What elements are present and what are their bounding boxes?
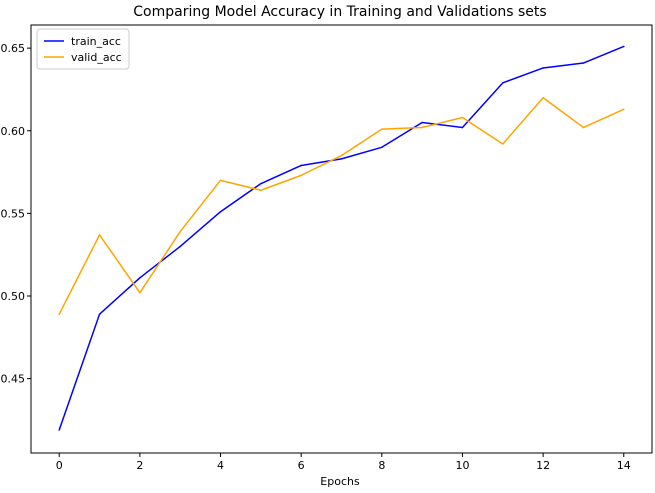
- x-tick-label: 6: [298, 459, 305, 472]
- x-tick-label: 2: [136, 459, 143, 472]
- x-tick-label: 0: [56, 459, 63, 472]
- data-point-train_acc: [542, 67, 544, 69]
- data-point-valid_acc: [58, 313, 60, 315]
- data-point-train_acc: [139, 277, 141, 279]
- data-point-valid_acc: [381, 128, 383, 130]
- y-tick-label: 0.50: [1, 290, 26, 303]
- data-point-valid_acc: [502, 143, 504, 145]
- data-point-train_acc: [461, 126, 464, 129]
- y-tick-label: 0.65: [1, 42, 26, 55]
- data-point-train_acc: [98, 313, 101, 315]
- x-tick-label: 8: [378, 459, 385, 472]
- x-tick-label: 14: [617, 459, 631, 472]
- plot-area: 0 2 4 6 8 10 12 14 0.45 0.50 0.55 0.60 0.65 train_acc…: [1, 24, 653, 472]
- legend-label-valid_acc: valid_acc: [71, 51, 122, 64]
- x-tick-label: 10: [455, 459, 469, 472]
- data-point-valid_acc: [260, 189, 262, 191]
- data-point-valid_acc: [139, 291, 141, 294]
- data-point-train_acc: [381, 146, 383, 149]
- data-point-train_acc: [179, 245, 181, 248]
- data-point-train_acc: [260, 182, 262, 185]
- data-point-train_acc: [623, 45, 625, 48]
- x-axis-label: Epochs: [320, 475, 360, 488]
- y-tick-label: 0.55: [1, 207, 26, 220]
- plot-frame: [30, 24, 653, 454]
- legend-label-train_acc: train_acc: [71, 35, 121, 48]
- y-tick-label: 0.45: [1, 373, 26, 386]
- data-point-valid_acc: [582, 126, 585, 129]
- data-point-valid_acc: [98, 234, 101, 236]
- legend-box: [36, 28, 130, 70]
- data-point-train_acc: [582, 62, 585, 64]
- data-point-valid_acc: [623, 108, 625, 111]
- data-point-train_acc: [421, 121, 423, 124]
- chart-title: Comparing Model Accuracy in Training and…: [133, 4, 546, 20]
- data-point-valid_acc: [542, 96, 544, 99]
- data-point-valid_acc: [219, 179, 222, 182]
- data-point-valid_acc: [300, 174, 302, 177]
- x-tick-label: 4: [217, 459, 224, 472]
- data-point-train_acc: [300, 164, 302, 167]
- data-point-valid_acc: [179, 230, 181, 233]
- data-point-train_acc: [58, 429, 60, 431]
- data-point-train_acc: [502, 82, 504, 84]
- data-point-valid_acc: [461, 116, 464, 119]
- data-point-valid_acc: [421, 126, 423, 129]
- data-point-valid_acc: [340, 154, 343, 157]
- data-point-train_acc: [219, 210, 222, 213]
- data-point-train_acc: [340, 158, 343, 160]
- x-tick-label: 12: [536, 459, 550, 472]
- y-tick-label: 0.60: [1, 125, 26, 138]
